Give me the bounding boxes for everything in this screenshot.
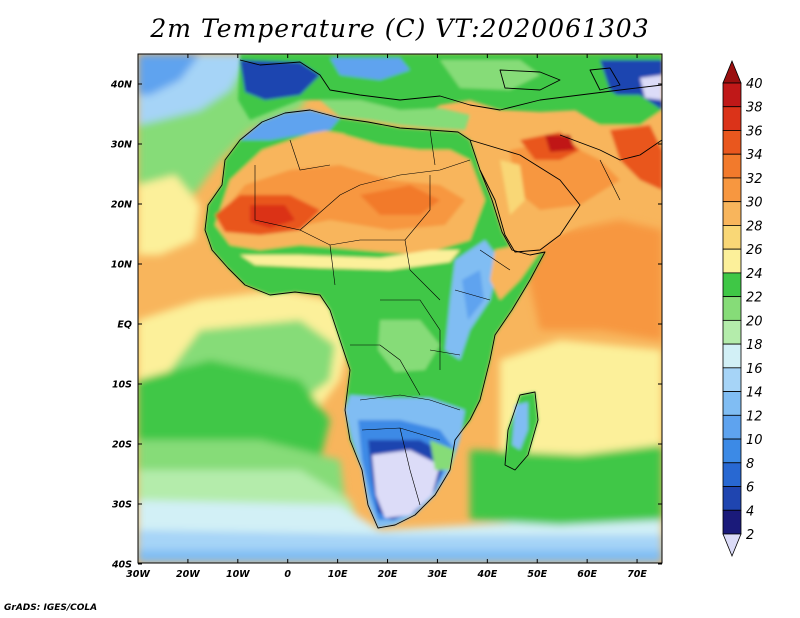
lon-tick-label: 30W — [126, 569, 150, 580]
colorbar-segment — [722, 296, 742, 321]
colorbar-label: 6 — [746, 481, 754, 496]
lon-tick-label: 10W — [226, 569, 250, 580]
lat-tick-label: 10S — [112, 380, 132, 391]
map-title: 2m Temperature (C) VT:2020061303 — [150, 14, 650, 43]
coastlines — [204, 59, 662, 529]
lat-tick-label: 30N — [111, 140, 132, 151]
colorbar-segment — [722, 177, 742, 203]
colorbar-segment — [722, 272, 742, 298]
lon-tick-label: 70E — [627, 569, 647, 580]
colorbar-segment — [722, 248, 742, 274]
colorbar-label: 38 — [746, 101, 763, 116]
lon-tick-label: 20E — [378, 569, 398, 580]
colorbar-label: 8 — [746, 457, 754, 472]
colorbar-segment — [722, 130, 742, 155]
colorbar-label: 22 — [746, 291, 763, 306]
lat-tick-label: 40S — [111, 560, 132, 571]
colorbar-label: 28 — [746, 219, 763, 234]
credit-label: GrADS: IGES/COLA — [4, 603, 98, 613]
colorbar-segment — [722, 414, 742, 440]
colorbar-segment — [722, 462, 742, 487]
colorbar-label: 26 — [746, 243, 763, 258]
lon-tick-label: 50E — [527, 569, 547, 580]
colorbar-label: 32 — [746, 172, 763, 187]
colorbar-label: 34 — [746, 148, 763, 163]
colorbar-label: 20 — [746, 314, 763, 329]
colorbar-segment — [722, 106, 742, 131]
colorbar-segment — [722, 486, 742, 511]
colorbar-segment — [722, 367, 742, 392]
colorbar-under-triangle — [722, 533, 742, 558]
colorbar-segment — [722, 82, 742, 108]
lon-tick-label: 20W — [176, 569, 200, 580]
lat-tick-label: 10N — [111, 260, 132, 271]
lon-tick-label: 60E — [577, 569, 597, 580]
lat-tick-label: 20N — [111, 200, 132, 211]
colorbar-segment — [722, 391, 742, 416]
colorbar-label: 10 — [746, 433, 763, 448]
temperature-field — [138, 54, 662, 563]
colorbar-label: 30 — [746, 196, 763, 211]
colorbar-segment — [722, 153, 742, 179]
colorbar-label: 14 — [746, 386, 763, 401]
plot-frame — [137, 53, 663, 564]
colorbar-segment — [722, 201, 742, 226]
colorbar-segment — [722, 343, 742, 369]
colorbar: 40 38 36 34 32 30 28 26 24 22 20 18 16 14 12 10 8 6 4 2 — [722, 59, 763, 558]
colorbar-label: 24 — [746, 267, 763, 282]
lat-tick-label: 30S — [112, 500, 132, 511]
colorbar-label: 16 — [746, 362, 763, 377]
colorbar-segment — [722, 438, 742, 464]
colorbar-segment — [722, 319, 742, 345]
colorbar-label: 12 — [746, 409, 763, 424]
lat-tick-label: EQ — [117, 320, 132, 331]
latitude-axis: 40N 30N 20N 10N EQ 10S 20S 30S 40S — [110, 80, 662, 571]
colorbar-label: 4 — [746, 504, 754, 519]
colorbar-segment — [722, 509, 742, 535]
lat-tick-label: 20S — [112, 440, 132, 451]
colorbar-label: 36 — [746, 124, 763, 139]
colorbar-label: 18 — [746, 338, 763, 353]
lat-tick-label: 40N — [110, 80, 132, 91]
lon-tick-label: 10E — [328, 569, 348, 580]
country-borders — [254, 129, 621, 506]
longitude-axis: 30W 20W 10W 0 10E 20E 30E 40E 50E 60E 70E — [126, 54, 647, 580]
colorbar-label: 40 — [746, 77, 763, 92]
colorbar-over-triangle — [722, 59, 742, 84]
colorbar-segment — [722, 225, 742, 250]
lon-tick-label: 30E — [428, 569, 448, 580]
colorbar-label: 2 — [746, 528, 754, 543]
lon-tick-label: 40E — [476, 569, 497, 580]
lon-tick-label: 0 — [284, 569, 291, 580]
